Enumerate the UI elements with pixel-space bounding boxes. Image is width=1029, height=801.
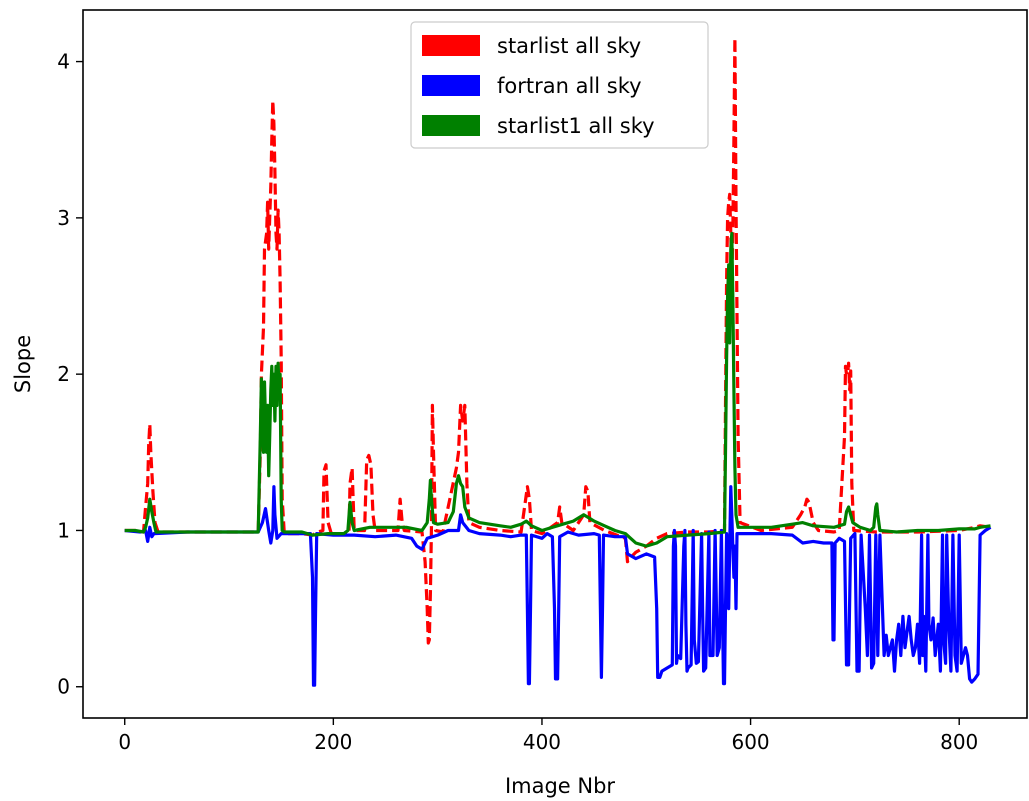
series-layer [124, 36, 992, 687]
legend-frame [410, 21, 709, 149]
y-tick-label: 0 [57, 675, 70, 699]
legend-label-3: starlist1 all sky [497, 114, 655, 138]
legend-label-1: starlist all sky [497, 34, 641, 58]
legend-swatch-2 [422, 75, 480, 96]
legend-label-2: fortran all sky [497, 74, 642, 98]
y-axis-label: Slope [11, 335, 35, 393]
series-line-3 [124, 231, 991, 548]
y-tick-label: 2 [57, 362, 70, 386]
x-axis: 0 200 400 600 800 [118, 718, 978, 754]
y-tick-label: 4 [57, 50, 70, 74]
x-tick-label: 400 [523, 730, 561, 754]
legend-swatch-3 [422, 115, 480, 136]
x-tick-label: 0 [118, 730, 131, 754]
x-tick-label: 800 [940, 730, 978, 754]
y-axis: 0 1 2 3 4 [57, 50, 83, 699]
x-axis-label: Image Nbr [505, 774, 615, 798]
x-tick-label: 600 [731, 730, 769, 754]
y-tick-label: 3 [57, 206, 70, 230]
series-line-2 [124, 485, 992, 687]
y-tick-label: 1 [57, 518, 70, 542]
x-tick-label: 200 [314, 730, 352, 754]
plot-area-frame [82, 9, 1028, 719]
legend: starlist all sky fortran all sky starlist1… [410, 21, 709, 149]
legend-swatch-1 [422, 35, 480, 56]
series-line-1 [124, 36, 991, 645]
